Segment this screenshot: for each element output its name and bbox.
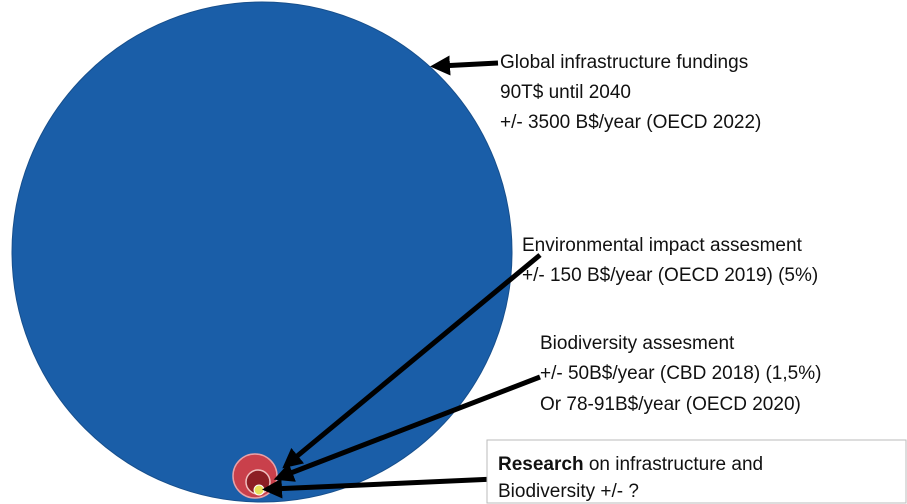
arrow — [273, 374, 541, 482]
annotation-text: +/- 150 B$/year (OECD 2019) (5%) — [522, 265, 818, 286]
annotation-text: +/- 3500 B$/year (OECD 2022) — [500, 112, 761, 133]
annotation-text: 90T$ until 2040 — [500, 82, 631, 103]
annotation-text: Or 78-91B$/year (OECD 2020) — [540, 394, 801, 415]
annotation-text: Global infrastructure fundings — [500, 52, 748, 73]
arrow — [430, 55, 499, 76]
arrow — [262, 476, 496, 499]
annotation-text: Biodiversity assesment — [540, 333, 735, 354]
research-text: Research on infrastructure and — [498, 454, 763, 475]
research-bold: Research — [498, 454, 584, 475]
research-text: Biodiversity +/- ? — [498, 481, 639, 502]
arrow — [282, 253, 542, 469]
global-circle — [11, 1, 513, 503]
annotation-text: Environmental impact assesment — [522, 235, 803, 256]
annotation-text: +/- 50B$/year (CBD 2018) (1,5%) — [540, 363, 821, 384]
research-line: on infrastructure and — [584, 454, 764, 475]
research-circle — [253, 484, 265, 496]
research-box — [486, 439, 907, 504]
